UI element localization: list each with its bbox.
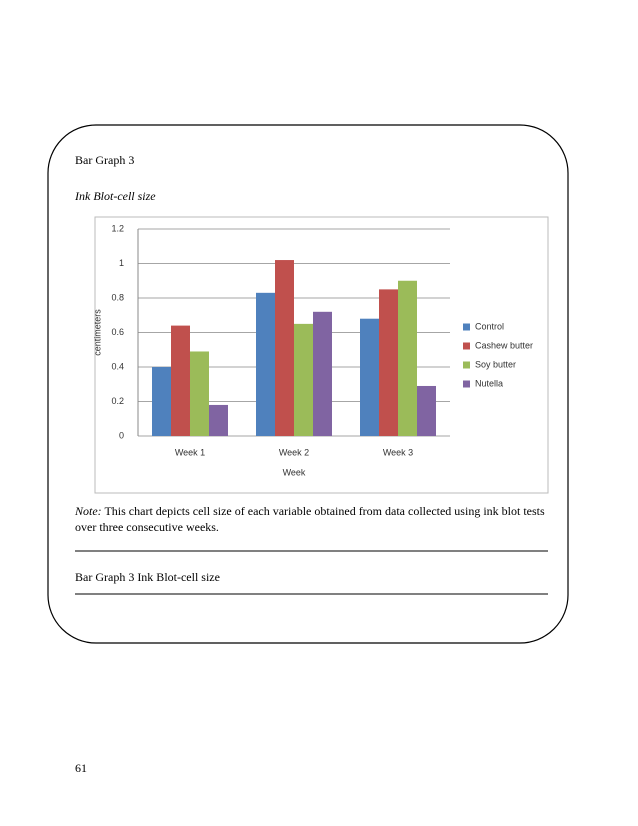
legend-label: Cashew butter bbox=[475, 340, 533, 350]
x-axis-label: Week bbox=[283, 467, 306, 477]
legend-swatch bbox=[463, 323, 470, 331]
note: Note: This chart depicts cell size of ea… bbox=[75, 503, 555, 535]
y-tick-label: 1 bbox=[119, 258, 124, 268]
bar bbox=[275, 260, 294, 436]
chart-frame bbox=[94, 216, 549, 494]
y-tick-label: 0.2 bbox=[111, 396, 124, 406]
bar bbox=[209, 404, 228, 436]
bar bbox=[398, 280, 417, 436]
bar bbox=[417, 385, 436, 436]
subheading: Ink Blot-cell size bbox=[74, 189, 156, 203]
bar bbox=[152, 367, 171, 436]
y-tick-label: 1.2 bbox=[111, 223, 124, 233]
y-tick-label: 0.4 bbox=[111, 361, 124, 371]
rounded-frame bbox=[47, 124, 569, 644]
bar bbox=[294, 323, 313, 436]
legend-swatch bbox=[463, 380, 470, 388]
legend-label: Nutella bbox=[475, 378, 503, 388]
y-tick-label: 0.8 bbox=[111, 292, 124, 302]
legend-swatch bbox=[463, 361, 470, 369]
note-text: This chart depicts cell size of each var… bbox=[75, 504, 545, 534]
legend-label: Control bbox=[475, 321, 504, 331]
legend-label: Soy butter bbox=[475, 359, 516, 369]
bar bbox=[313, 311, 332, 436]
bar bbox=[379, 289, 398, 436]
legend-swatch bbox=[463, 342, 470, 350]
bar bbox=[360, 318, 379, 436]
x-tick-label: Week 3 bbox=[383, 447, 413, 457]
page-number: 61 bbox=[75, 761, 87, 775]
chart: 0 0.2 0.4 0.6 0.8 1 1.2 centimeters Week Week 1 We… bbox=[92, 223, 533, 477]
y-tick-label: 0.6 bbox=[111, 327, 124, 337]
note-label: Note: bbox=[75, 504, 102, 518]
bar bbox=[256, 292, 275, 436]
x-tick-label: Week 2 bbox=[279, 447, 309, 457]
bar bbox=[190, 351, 209, 436]
y-tick-label: 0 bbox=[119, 430, 124, 440]
bar bbox=[171, 325, 190, 436]
caption: Bar Graph 3 Ink Blot-cell size bbox=[75, 570, 220, 584]
y-axis-label: centimeters bbox=[92, 309, 102, 356]
x-tick-label: Week 1 bbox=[175, 447, 205, 457]
heading: Bar Graph 3 bbox=[75, 153, 134, 167]
